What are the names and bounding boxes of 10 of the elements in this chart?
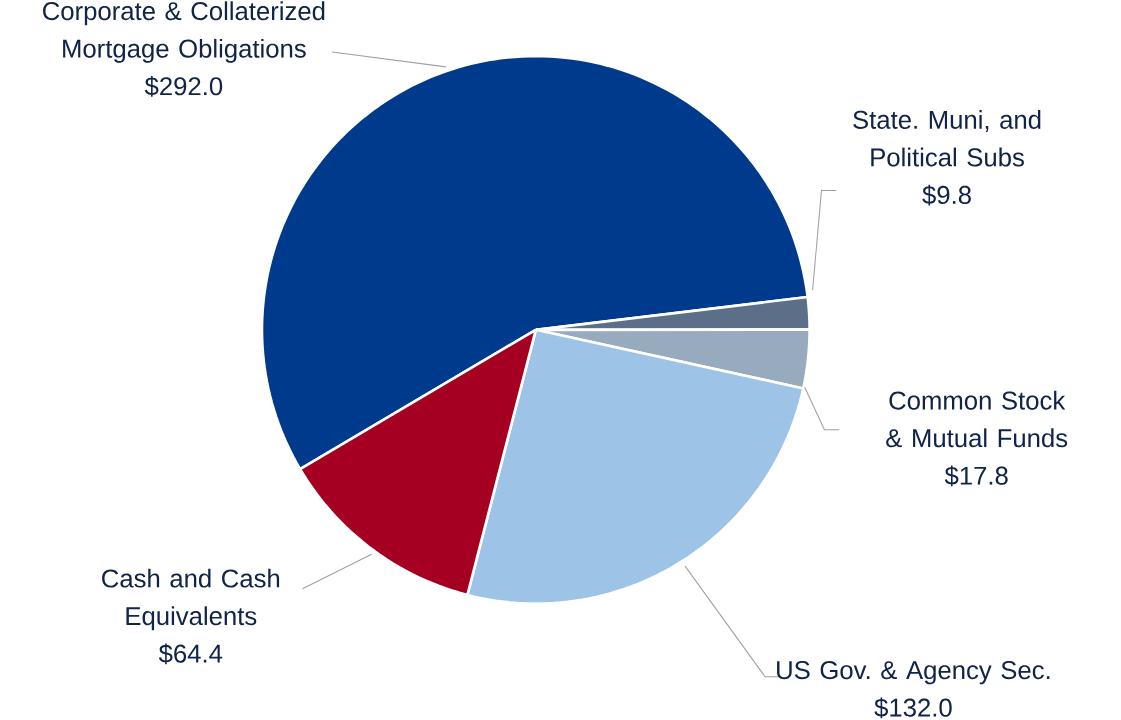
data-label: $9.8	[922, 184, 971, 206]
data-label: $17.8	[944, 465, 1008, 487]
slice-label: State. Muni, and Political Subs	[853, 110, 1041, 167]
slice-label: Common Stock & Mutual Funds	[886, 390, 1068, 448]
slice-label: Cash and Cash Equivalents	[102, 568, 280, 631]
slice-label: Corporate & Collaterized Mortgage Obligations	[43, 1, 325, 64]
slice-label: US Gov. & Agency Sec.	[777, 661, 1050, 685]
data-label: $132.0	[874, 697, 952, 719]
data-label: $64.4	[158, 643, 223, 665]
data-label: $292.0	[144, 76, 223, 98]
